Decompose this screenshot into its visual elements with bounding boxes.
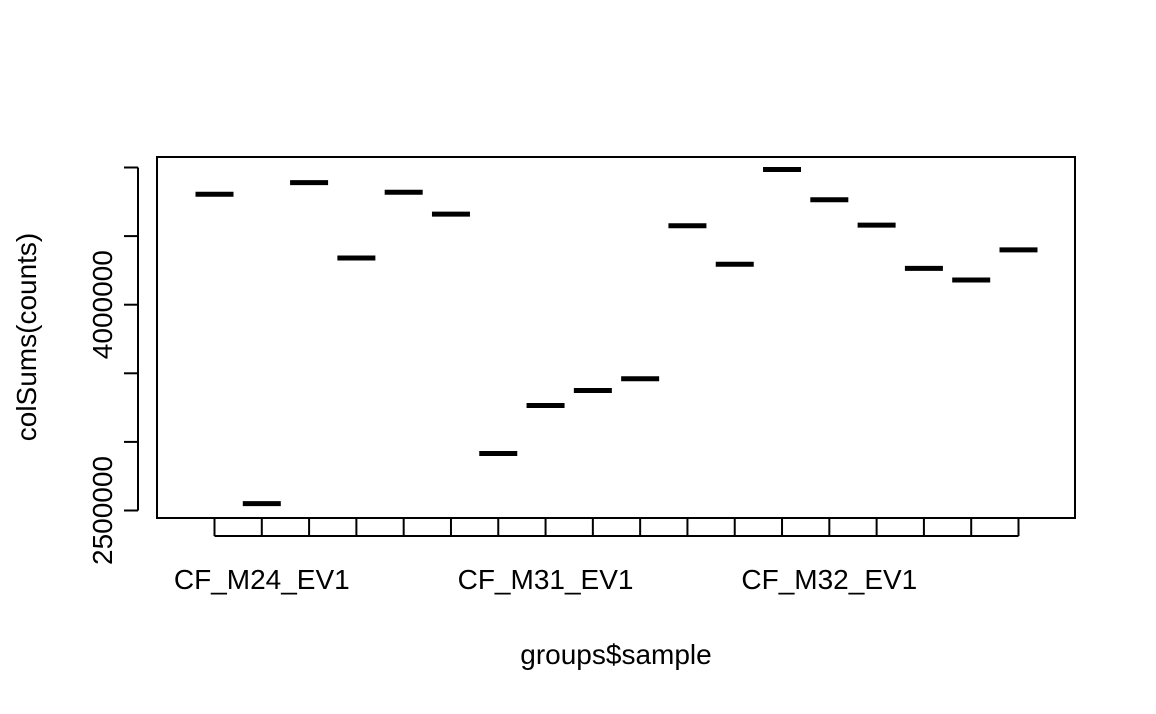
y-tick-label-1: 4000000 [87, 250, 118, 359]
plot-frame [156, 156, 1076, 519]
x-axis-title: groups$sample [520, 639, 711, 670]
x-tick-label-2: CF_M32_EV1 [741, 564, 917, 595]
x-tick-label-1: CF_M31_EV1 [458, 564, 634, 595]
x-tick-label-0: CF_M24_EV1 [174, 564, 350, 595]
data-points [195, 167, 1038, 507]
x-axis: CF_M24_EV1 CF_M31_EV1 CF_M32_EV1 [174, 518, 1020, 595]
y-axis-title: colSums(counts) [11, 233, 42, 442]
y-tick-label-0: 2500000 [87, 456, 118, 565]
y-axis: 2500000 4000000 [87, 166, 139, 565]
